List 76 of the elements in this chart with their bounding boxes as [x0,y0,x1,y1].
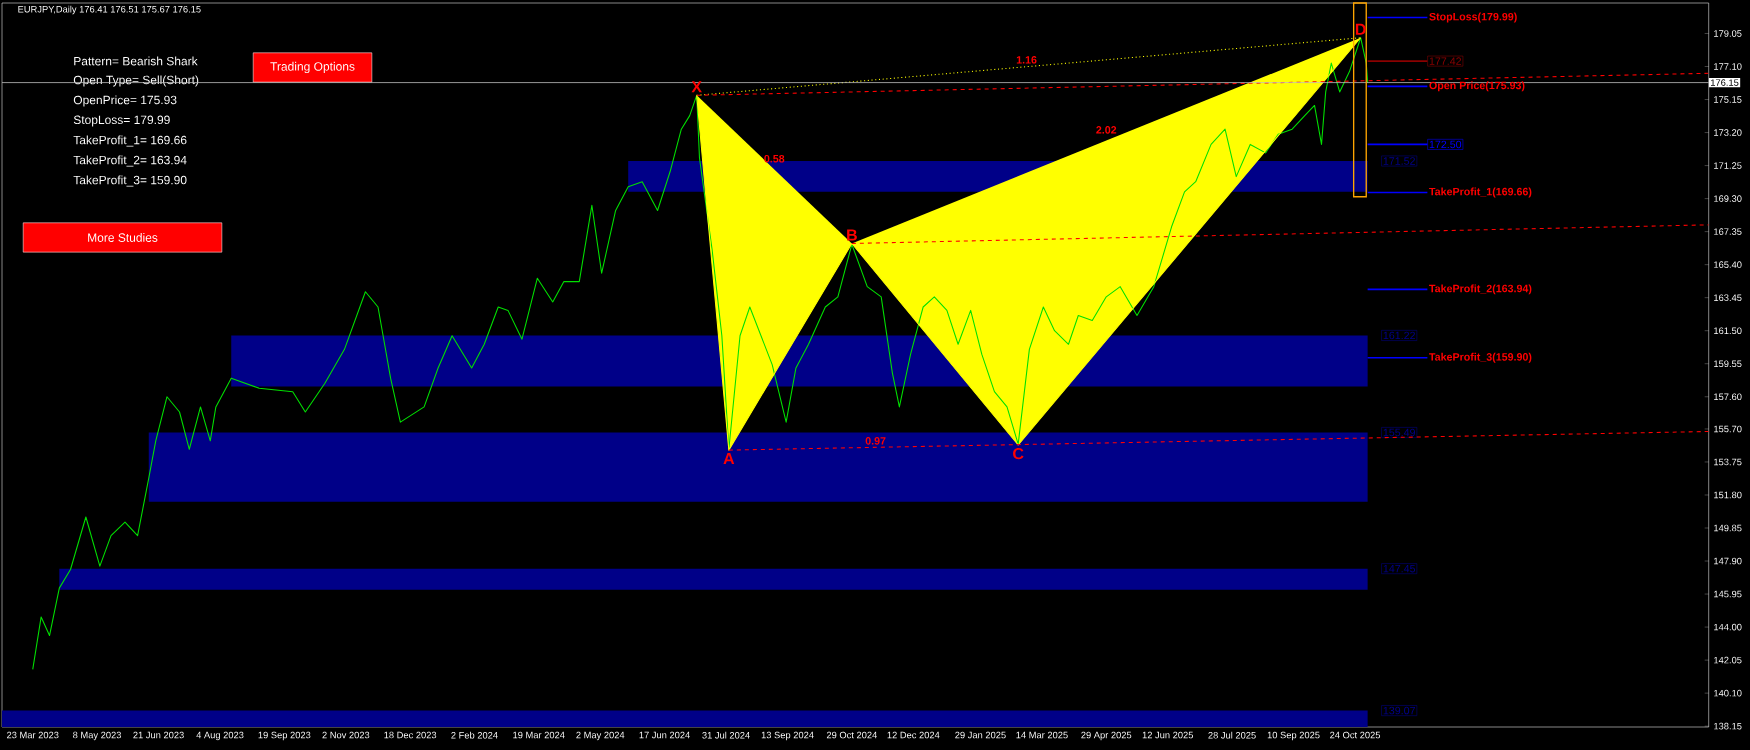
annotation: C [1013,447,1024,460]
y-tick-label: 175.15 [1714,96,1742,103]
x-tick-label: 12 Dec 2024 [887,731,940,739]
y-tick-label: 169.30 [1714,195,1742,202]
x-tick-label: 14 Mar 2025 [1016,731,1068,739]
x-tick-label: 29 Apr 2025 [1081,731,1132,741]
ref-line-label: 172.50 [1429,140,1462,149]
annotation: B [847,229,857,241]
x-tick-label: 2 Nov 2023 [322,731,370,739]
annotation: A [723,453,735,465]
y-tick-label: 153.75 [1714,458,1742,466]
y-tick-label: 161.50 [1714,327,1742,335]
y-tick-label: 138.15 [1714,722,1742,730]
x-tick-label: 21 Jun 2023 [133,731,184,739]
annotation: 1.16 [1016,56,1037,64]
y-tick-label: 167.35 [1714,228,1742,235]
y-tick-label: 147.90 [1714,557,1742,565]
x-tick-label: 29 Jan 2025 [955,731,1006,739]
annotation: Trading Options [270,61,355,74]
y-tick-label: 142.05 [1714,656,1742,664]
annotation: TakeProfit_3= 159.90 [73,175,187,187]
x-tick-label: 23 Mar 2023 [7,731,59,739]
x-tick-label: 28 Jul 2025 [1208,731,1256,739]
y-tick-label: 155.70 [1714,425,1742,433]
x-tick-label: 17 Jun 2024 [639,731,690,739]
annotation: StopLoss= 179.99 [73,115,170,127]
annotation: More Studies [88,233,158,242]
x-tick-label: 4 Aug 2023 [196,731,244,741]
ref-line-label: TakeProfit_1(169.66) [1429,187,1532,198]
x-tick-label: 2 May 2024 [576,731,625,741]
band-label: 171.52 [1383,157,1415,165]
y-tick-label: 171.25 [1714,162,1742,169]
x-tick-label: 10 Sep 2025 [1267,731,1320,741]
annotation: Open Type= Sell(Short) [73,75,199,87]
annotation: 0.97 [865,437,886,445]
ref-line-label: Open Price(175.93) [1429,81,1525,92]
annotation: OpenPrice= 175.93 [73,95,177,107]
band-label: 155.49 [1383,428,1415,437]
x-tick-label: 2 Feb 2024 [451,731,498,739]
x-tick-label: 12 Jun 2025 [1142,731,1194,739]
x-tick-label: 19 Sep 2023 [258,731,311,741]
y-tick-label: 149.85 [1714,524,1742,532]
y-tick-label: 145.95 [1714,590,1742,598]
y-tick-label: 173.20 [1714,129,1742,136]
x-tick-label: 8 May 2023 [73,731,121,741]
x-tick-label: 18 Dec 2023 [384,731,437,739]
x-tick-label: 31 Jul 2024 [702,731,750,739]
y-tick-label: 151.80 [1714,491,1742,499]
annotation: D [1355,23,1366,35]
ref-line-label: StopLoss(179.99) [1429,12,1517,23]
chart-title: EURJPY,Daily 176.41 176.51 175.67 176.15 [18,5,201,15]
y-tick-label: 163.45 [1714,294,1742,301]
y-tick-label: 159.55 [1714,360,1742,368]
ref-line-label: TakeProfit_2(163.94) [1429,284,1532,295]
annotation: X [691,81,702,93]
x-tick-label: 29 Oct 2024 [826,731,877,739]
annotation: 0.58 [764,154,785,163]
band-label: 139.07 [1383,706,1415,715]
x-tick-label: 24 Oct 2025 [1330,731,1381,739]
band-label: 161.22 [1383,331,1415,340]
y-tick-label: 179.05 [1714,30,1742,37]
annotation: TakeProfit_1= 169.66 [73,135,187,147]
ref-line-label: TakeProfit_3(159.90) [1429,352,1532,363]
y-tick-label: 157.60 [1714,393,1742,401]
ref-line-label: 177.42 [1429,57,1462,65]
y-tick-label: 144.00 [1714,623,1742,631]
annotation: 2.02 [1096,126,1117,134]
band-label: 147.45 [1383,564,1416,573]
annotation: Pattern= Bearish Shark [74,56,198,66]
y-tick-label: 165.40 [1714,261,1742,268]
annotation: TakeProfit_2= 163.94 [73,155,187,167]
y-tick-label: 177.10 [1714,63,1742,70]
ref-line-label: 176.15 [1711,79,1739,86]
x-tick-label: 13 Sep 2024 [761,731,814,741]
y-tick-label: 140.10 [1714,689,1742,697]
x-tick-label: 19 Mar 2024 [513,731,565,739]
